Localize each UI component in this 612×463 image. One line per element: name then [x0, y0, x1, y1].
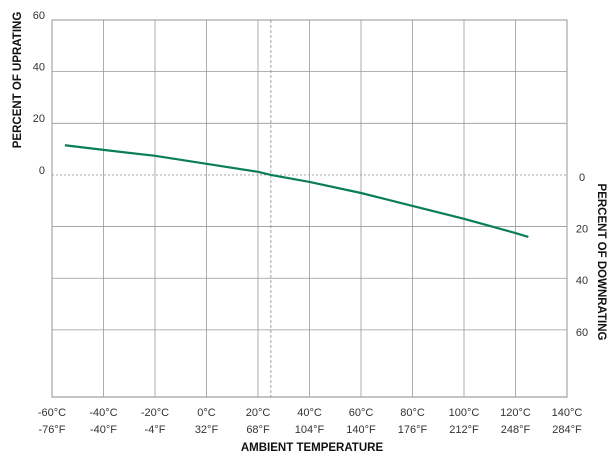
y-tick-label: 40	[33, 62, 45, 74]
x-tick-label: 120°C	[500, 407, 531, 419]
x-tick-label: 140°C	[552, 407, 583, 419]
x-tick-label: 60°C	[349, 407, 374, 419]
x-axis-label: AMBIENT TEMPERATURE	[241, 442, 384, 454]
x-tick-label: -20°C	[141, 407, 169, 419]
x-tick-label: 0°C	[197, 407, 216, 419]
x-tick-label-f: -76°F	[38, 424, 65, 436]
x-tick-label-f: 212°F	[449, 424, 479, 436]
x-tick-label-f: 248°F	[501, 424, 531, 436]
x-tick-label-f: 104°F	[295, 424, 325, 436]
x-tick-label: 40°C	[297, 407, 322, 419]
x-tick-label-f: 68°F	[246, 424, 270, 436]
x-tick-label-f: -4°F	[145, 424, 166, 436]
x-tick-label: 80°C	[400, 407, 425, 419]
x-tick-label-f: 176°F	[398, 424, 428, 436]
y2-tick-label: 0	[579, 172, 585, 184]
x-tick-label: 100°C	[449, 407, 480, 419]
y2-tick-label: 20	[576, 223, 588, 235]
y2-tick-label: 40	[576, 275, 588, 287]
y-tick-label: 60	[33, 10, 45, 22]
x-tick-label: 20°C	[246, 407, 271, 419]
x-tick-label-f: 140°F	[346, 424, 376, 436]
y2-axis-label: PERCENT OF DOWNRATING	[595, 184, 607, 341]
x-tick-label: -40°C	[89, 407, 117, 419]
x-tick-label-f: 32°F	[195, 424, 219, 436]
y-tick-label: 20	[33, 113, 45, 125]
y-tick-label: 0	[39, 165, 45, 177]
x-tick-label-f: 284°F	[552, 424, 582, 436]
y2-tick-label: 60	[576, 327, 588, 339]
data-line	[64, 144, 529, 238]
x-tick-label-f: -40°F	[90, 424, 117, 436]
y-axis-label: PERCENT OF UPRATING	[12, 12, 24, 149]
x-tick-label: -60°C	[38, 407, 66, 419]
